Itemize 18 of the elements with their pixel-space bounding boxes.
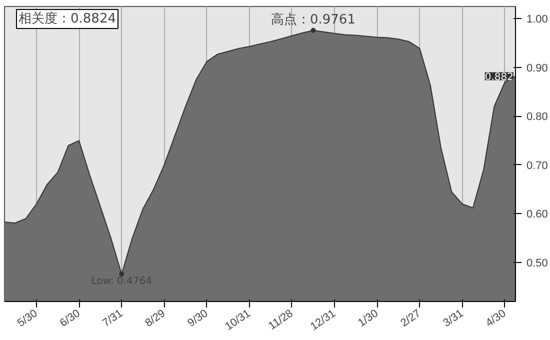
y-tick-label: 0.60 — [526, 208, 548, 221]
y-tick-label: 0.90 — [526, 62, 548, 74]
x-tick-label: 8/29 — [143, 308, 168, 330]
x-tick-label: 2/27 — [398, 308, 424, 330]
annotation: 0.882 — [484, 72, 514, 84]
y-tick-label: 1.00 — [526, 14, 548, 26]
annotation: 高点：0.9761 — [270, 11, 356, 28]
y-tick-label: 0.70 — [526, 160, 548, 172]
x-tick-label: 6/30 — [58, 308, 82, 330]
x-tick-label: 1/30 — [356, 308, 380, 330]
x-tick-label: 9/30 — [186, 308, 210, 330]
y-tick-label: 0.80 — [526, 111, 548, 124]
y-tick-label: 0.50 — [526, 257, 548, 270]
x-tick-label: 5/30 — [15, 308, 40, 330]
annotation: 相关度：0.8824 — [18, 10, 116, 26]
x-tick-label: 3/31 — [441, 308, 466, 330]
x-tick-label: 7/31 — [100, 308, 125, 330]
x-tick-label: 4/30 — [484, 308, 508, 330]
